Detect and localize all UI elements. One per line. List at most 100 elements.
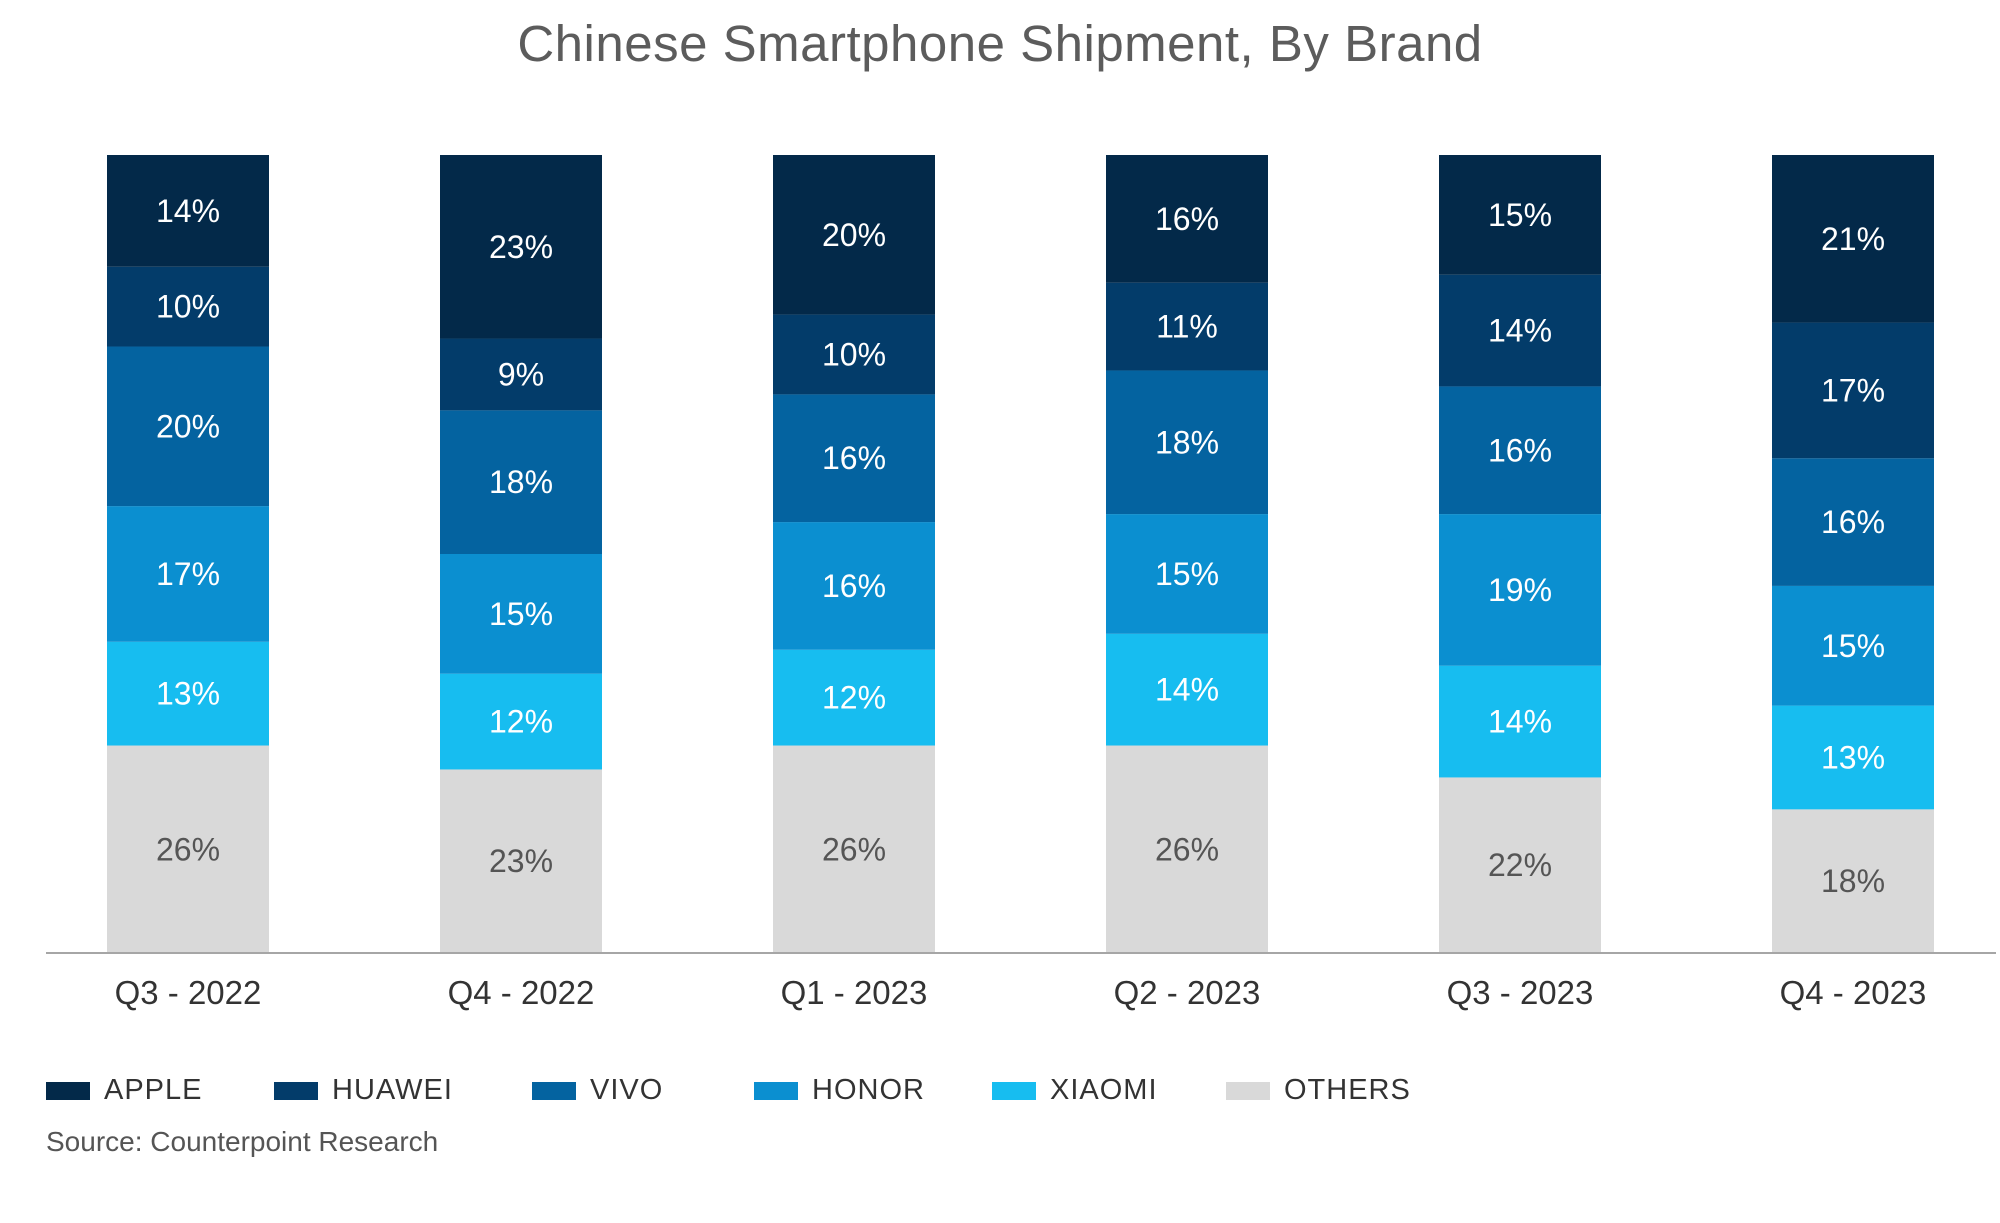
data-label-apple-q4-2022: 23%: [489, 229, 553, 265]
legend-swatch-others: [1226, 1081, 1270, 1100]
bar-segment-xiaomi-q3-2023: [1439, 665, 1601, 778]
data-label-vivo-q4-2023: 16%: [1821, 504, 1885, 540]
x-tick-label-q1-2023: Q1 - 2023: [781, 974, 928, 1011]
data-label-honor-q1-2023: 16%: [822, 568, 886, 604]
bar-segment-apple-q1-2023: [773, 155, 935, 315]
bar-segment-apple-q3-2023: [1439, 155, 1601, 275]
bar-segment-others-q3-2022: [107, 745, 269, 953]
data-label-huawei-q4-2022: 9%: [498, 356, 544, 392]
bar-segment-vivo-q4-2023: [1772, 458, 1934, 586]
data-label-honor-q4-2023: 15%: [1821, 628, 1885, 664]
bar-stack-q1-2023: 26% 12% 16% 16% 10% 20%: [773, 155, 935, 953]
data-label-huawei-q3-2023: 14%: [1488, 313, 1552, 349]
data-label-vivo-q3-2023: 16%: [1488, 432, 1552, 468]
data-label-apple-q2-2023: 16%: [1155, 201, 1219, 237]
legend-item-xiaomi: XIAOMI: [992, 1074, 1158, 1107]
bar-segment-xiaomi-q1-2023: [773, 649, 935, 746]
data-label-xiaomi-q3-2022: 13%: [156, 676, 220, 712]
data-label-xiaomi-q3-2023: 14%: [1488, 704, 1552, 740]
legend-swatch-huawei: [274, 1081, 318, 1100]
stacked-bar-chart: 26% 13% 17% 20% 10% 14% 23% 12% 15% 18% 9% 23% 26% 12…: [46, 155, 1996, 1011]
bar-segment-vivo-q3-2023: [1439, 386, 1601, 515]
bar-stack-q4-2023: 18% 13% 15% 16% 17% 21%: [1772, 155, 1934, 953]
data-label-huawei-q2-2023: 11%: [1156, 309, 1218, 345]
bar-segment-xiaomi-q4-2022: [440, 673, 602, 770]
data-label-others-q3-2022: 26%: [156, 831, 220, 867]
bar-segment-huawei-q3-2023: [1439, 274, 1601, 387]
bar-stack-q3-2023: 22% 14% 19% 16% 14% 15%: [1439, 155, 1601, 953]
data-label-honor-q3-2022: 17%: [156, 556, 220, 592]
legend-item-huawei: HUAWEI: [274, 1074, 453, 1107]
data-label-huawei-q3-2022: 10%: [156, 289, 220, 325]
data-label-honor-q2-2023: 15%: [1155, 556, 1219, 592]
data-label-others-q1-2023: 26%: [822, 831, 886, 867]
x-tick-label-q4-2022: Q4 - 2022: [448, 974, 595, 1011]
x-tick-label-q2-2023: Q2 - 2023: [1114, 974, 1261, 1011]
legend-label-others: OTHERS: [1284, 1074, 1411, 1106]
bar-stack-q2-2023: 26% 14% 15% 18% 11% 16%: [1106, 155, 1268, 953]
legend-swatch-xiaomi: [992, 1081, 1036, 1100]
legend-label-xiaomi: XIAOMI: [1050, 1074, 1158, 1106]
bar-segment-apple-q4-2023: [1772, 155, 1934, 323]
data-label-xiaomi-q2-2023: 14%: [1155, 672, 1219, 708]
bar-segment-vivo-q1-2023: [773, 394, 935, 523]
bar-segment-others-q1-2023: [773, 745, 935, 953]
bar-segment-honor-q2-2023: [1106, 514, 1268, 634]
source-note: Source: Counterpoint Research: [46, 1126, 439, 1157]
data-label-xiaomi-q4-2022: 12%: [489, 704, 553, 740]
data-label-others-q2-2023: 26%: [1155, 831, 1219, 867]
data-label-xiaomi-q4-2023: 13%: [1821, 739, 1885, 775]
data-label-others-q4-2022: 23%: [489, 843, 553, 879]
x-axis-labels: Q3 - 2022 Q4 - 2022 Q1 - 2023 Q2 - 2023 Q3 -…: [115, 974, 1927, 1011]
bars-layer: 26% 13% 17% 20% 10% 14% 23% 12% 15% 18% 9% 23% 26% 12…: [107, 155, 1934, 953]
bar-segment-vivo-q4-2022: [440, 410, 602, 554]
data-label-xiaomi-q1-2023: 12%: [822, 680, 886, 716]
data-label-vivo-q4-2022: 18%: [489, 464, 553, 500]
bar-segment-honor-q4-2022: [440, 554, 602, 674]
legend-item-honor: HONOR: [754, 1074, 925, 1107]
x-tick-label-q3-2022: Q3 - 2022: [115, 974, 262, 1011]
bar-segment-huawei-q4-2022: [440, 338, 602, 411]
data-label-huawei-q4-2023: 17%: [1821, 372, 1885, 408]
bar-stack-q4-2022: 23% 12% 15% 18% 9% 23%: [440, 155, 602, 953]
x-tick-label-q3-2023: Q3 - 2023: [1447, 974, 1594, 1011]
data-label-apple-q4-2023: 21%: [1821, 221, 1885, 257]
legend-label-honor: HONOR: [812, 1074, 925, 1106]
data-label-others-q3-2023: 22%: [1488, 847, 1552, 883]
legend-item-apple: APPLE: [46, 1074, 203, 1107]
bar-segment-apple-q4-2022: [440, 155, 602, 339]
data-label-honor-q4-2022: 15%: [489, 596, 553, 632]
bar-segment-honor-q1-2023: [773, 522, 935, 650]
data-label-vivo-q2-2023: 18%: [1155, 424, 1219, 460]
bar-segment-huawei-q4-2023: [1772, 322, 1934, 459]
legend-swatch-apple: [46, 1081, 90, 1100]
legend-label-apple: APPLE: [104, 1074, 203, 1106]
bar-segment-others-q2-2023: [1106, 745, 1268, 953]
chart-title: Chinese Smartphone Shipment, By Brand: [517, 15, 1483, 72]
legend-swatch-vivo: [532, 1081, 576, 1100]
data-label-apple-q1-2023: 20%: [822, 217, 886, 253]
legend-item-others: OTHERS: [1226, 1074, 1411, 1107]
bar-segment-vivo-q2-2023: [1106, 370, 1268, 515]
legend-swatch-honor: [754, 1081, 798, 1100]
legend-label-vivo: VIVO: [590, 1074, 664, 1106]
data-label-vivo-q1-2023: 16%: [822, 440, 886, 476]
bar-segment-apple-q2-2023: [1106, 155, 1268, 283]
bar-stack-q3-2022: 26% 13% 17% 20% 10% 14%: [107, 155, 269, 953]
bar-segment-others-q3-2023: [1439, 777, 1601, 953]
bar-segment-vivo-q3-2022: [107, 346, 269, 507]
bar-segment-apple-q3-2022: [107, 155, 269, 267]
bar-segment-honor-q3-2022: [107, 506, 269, 642]
legend-item-vivo: VIVO: [532, 1074, 663, 1107]
bar-segment-others-q4-2022: [440, 769, 602, 953]
data-label-honor-q3-2023: 19%: [1488, 572, 1552, 608]
bar-segment-honor-q3-2023: [1439, 514, 1601, 666]
data-label-apple-q3-2022: 14%: [156, 193, 220, 229]
x-tick-label-q4-2023: Q4 - 2023: [1780, 974, 1927, 1011]
bar-segment-others-q4-2023: [1772, 809, 1934, 953]
bar-segment-huawei-q1-2023: [773, 314, 935, 395]
bar-segment-xiaomi-q3-2022: [107, 641, 269, 746]
bar-segment-honor-q4-2023: [1772, 585, 1934, 706]
data-label-huawei-q1-2023: 10%: [822, 337, 886, 373]
data-label-apple-q3-2023: 15%: [1488, 197, 1552, 233]
